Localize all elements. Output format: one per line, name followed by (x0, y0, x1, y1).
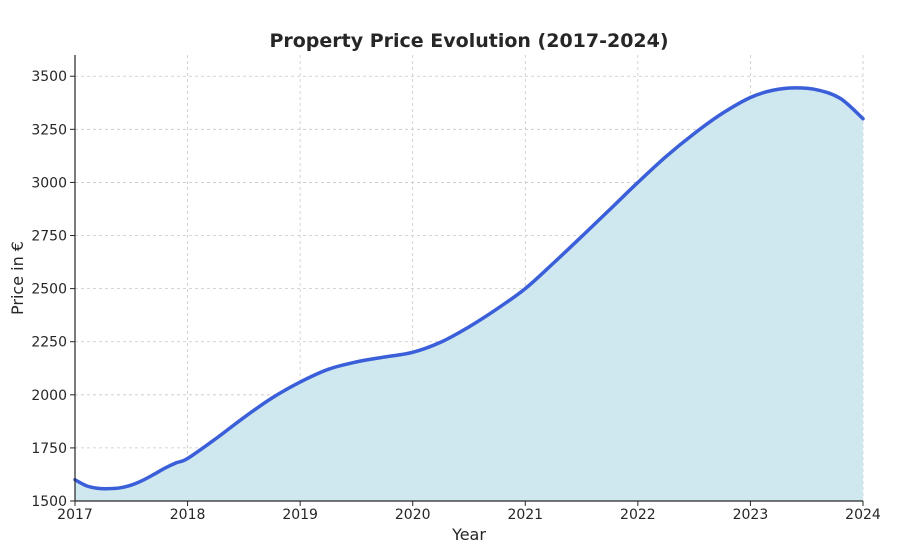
y-axis-label: Price in € (8, 241, 27, 315)
x-axis-label: Year (451, 525, 486, 544)
y-tick-label: 2000 (31, 388, 67, 404)
y-tick-label: 3250 (31, 122, 67, 138)
x-tick-label: 2020 (395, 507, 431, 523)
y-tick-label: 2500 (31, 282, 67, 298)
price-series-line (73, 86, 865, 491)
y-tick-label: 2250 (31, 335, 67, 351)
x-tick-label: 2023 (733, 507, 769, 523)
x-tick-label: 2024 (845, 507, 881, 523)
x-tick-label: 2018 (170, 507, 206, 523)
y-tick-label: 3000 (31, 175, 67, 191)
x-tick-label: 2022 (620, 507, 656, 523)
x-tick-label: 2021 (507, 507, 543, 523)
y-tick-label: 3500 (31, 69, 67, 85)
chart-title: Property Price Evolution (2017-2024) (269, 30, 668, 52)
x-tick-label: 2019 (282, 507, 318, 523)
axes (70, 55, 864, 506)
y-tick-label: 1750 (31, 441, 67, 457)
y-tick-label: 1500 (31, 494, 67, 510)
x-tick-label: 2017 (57, 507, 93, 523)
y-tick-label: 2750 (31, 229, 67, 245)
area-fill (75, 87, 863, 501)
plot-area (73, 86, 865, 501)
tick-labels: 2017 2018 2019 2020 2021 2022 2023 2024 1500 1750… (31, 69, 881, 523)
